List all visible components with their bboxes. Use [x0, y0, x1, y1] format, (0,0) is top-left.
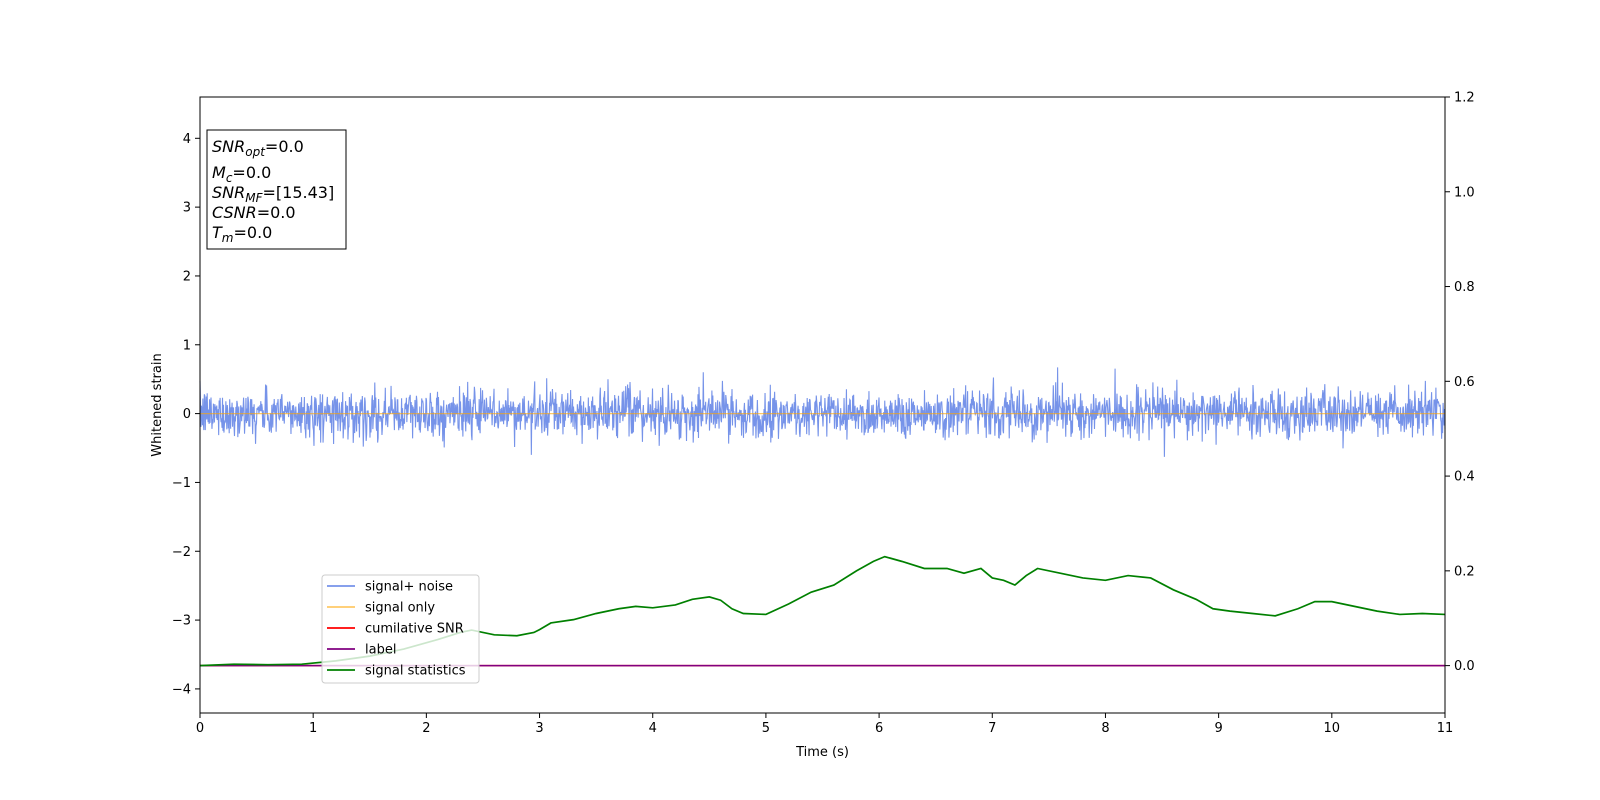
x-tick-label: 1 — [309, 721, 317, 736]
stat-subscript: opt — [245, 145, 266, 159]
y-right-tick-label: 0.6 — [1454, 375, 1475, 390]
x-tick-label: 10 — [1324, 721, 1341, 736]
legend-label: label — [365, 643, 396, 658]
axes: 0 1 2 3 4 5 6 7 8 9 10 1143210−1−2−3−41.21.00.80.60… — [150, 91, 1475, 761]
stat-symbol: T — [212, 223, 223, 242]
y-left-tick-label: −4 — [172, 682, 191, 697]
stat-value: =0.0 — [265, 137, 304, 156]
x-tick-label: 5 — [762, 721, 770, 736]
stat-subscript: MF — [245, 191, 263, 205]
stat-symbol: CSNR — [212, 203, 257, 222]
stats-line: Mc=0.0 — [212, 163, 271, 185]
y-right-tick-label: 0.0 — [1454, 659, 1475, 674]
x-tick-label: 11 — [1437, 721, 1454, 736]
x-tick-label: 8 — [1101, 721, 1109, 736]
x-tick-label: 4 — [649, 721, 657, 736]
y-left-tick-label: 0 — [183, 407, 191, 422]
y-left-tick-label: −2 — [172, 545, 191, 560]
stats-box: SNRopt=0.0Mc=0.0SNRMF=[15.43]CSNR=0.0Tm=… — [206, 129, 347, 250]
y-right-tick-label: 0.2 — [1454, 564, 1475, 579]
x-tick-label: 6 — [875, 721, 883, 736]
stat-value: =0.0 — [257, 203, 296, 222]
series-signal-noise — [199, 367, 1446, 457]
x-tick-label: 7 — [988, 721, 996, 736]
y-right-tick-label: 0.8 — [1454, 280, 1475, 295]
y-left-tick-label: 4 — [183, 132, 191, 147]
y-left-tick-label: 2 — [183, 269, 191, 284]
legend-label: signal only — [365, 601, 435, 616]
signal-noise-line — [199, 367, 1446, 457]
x-tick-label: 9 — [1214, 721, 1222, 736]
stat-symbol: SNR — [212, 183, 245, 202]
y-right-tick-label: 1.2 — [1454, 91, 1475, 106]
legend-label: signal statistics — [365, 664, 466, 679]
y-left-tick-label: 3 — [183, 201, 191, 216]
stat-value: =[15.43] — [263, 183, 335, 202]
stat-symbol: M — [212, 163, 226, 182]
y-left-tick-label: −1 — [172, 476, 191, 491]
legend-label: signal+ noise — [365, 580, 453, 595]
legend: signal+ noise signal only cumilative SNR la… — [321, 574, 480, 684]
stat-symbol: SNR — [212, 137, 245, 156]
x-axis-title: Time (s) — [795, 745, 849, 760]
stat-subscript: m — [222, 231, 234, 245]
stats-line: SNRMF=[15.43] — [212, 183, 334, 205]
plot-frame — [199, 96, 1446, 714]
stats-line: Tm=0.0 — [212, 223, 272, 245]
x-tick-label: 2 — [422, 721, 430, 736]
stat-value: =0.0 — [233, 223, 272, 242]
stat-subscript: c — [226, 171, 233, 185]
y-axis-title: Whitened strain — [150, 353, 165, 456]
stats-line: CSNR=0.0 — [212, 203, 296, 222]
signal-statistics-line — [199, 555, 1446, 667]
y-left-tick-label: −3 — [172, 614, 191, 629]
stats-box-frame — [206, 129, 347, 250]
x-tick-label: 0 — [196, 721, 204, 736]
stats-line: SNRopt=0.0 — [212, 137, 304, 159]
x-tick-label: 3 — [535, 721, 543, 736]
y-right-tick-label: 0.4 — [1454, 470, 1475, 485]
legend-label: cumilative SNR — [365, 622, 464, 637]
y-right-tick-label: 1.0 — [1454, 185, 1475, 200]
stat-value: =0.0 — [232, 163, 271, 182]
y-left-tick-label: 1 — [183, 338, 191, 353]
legend-frame — [321, 574, 480, 684]
